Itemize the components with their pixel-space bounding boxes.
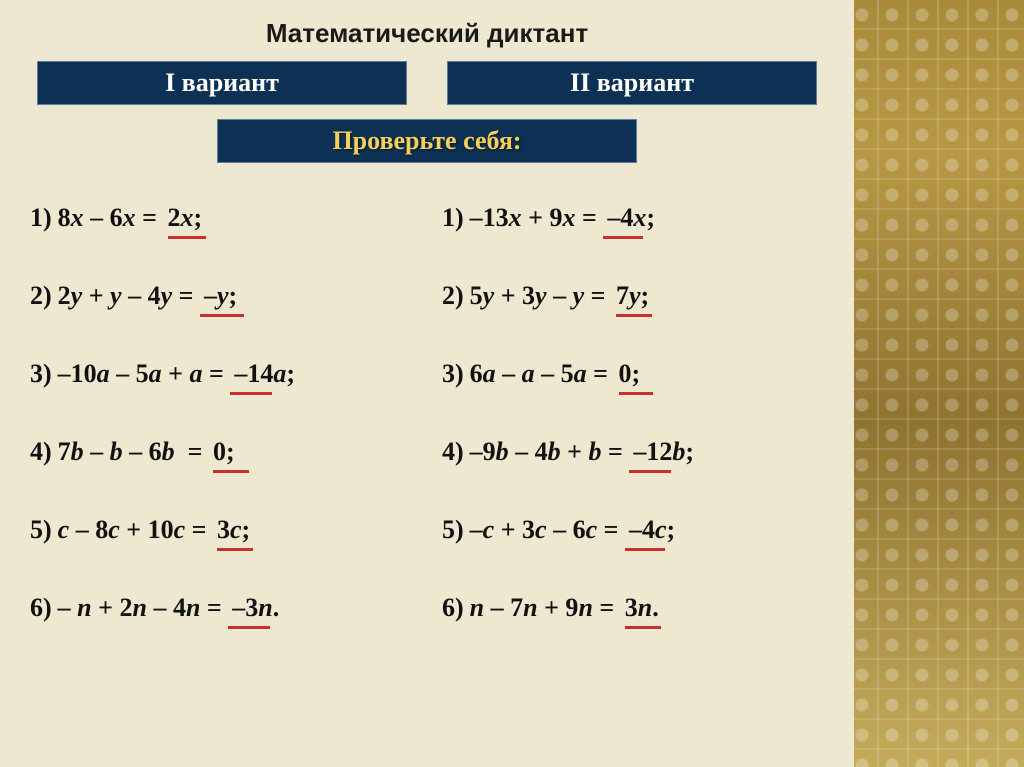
column-variant-2: 1)–13x + 9x = –4x;2)5y + 3y – y = 7y;3)6…	[442, 203, 824, 671]
problem-expression: 5y + 3y – y =	[470, 281, 612, 311]
problem-expression: 8x – 6x =	[58, 203, 164, 233]
answer-underline	[603, 236, 643, 239]
slide-content: Математический диктант I вариант II вари…	[0, 0, 854, 767]
problem-row: 6)n – 7n + 9n = 3n.	[442, 593, 824, 623]
variant-2-tab: II вариант	[447, 61, 817, 105]
problem-number: 6)	[442, 593, 464, 623]
answer-underline	[168, 236, 206, 239]
variant-tabs: I вариант II вариант	[30, 61, 824, 105]
problem-row: 1)–13x + 9x = –4x;	[442, 203, 824, 233]
problem-row: 3)–10a – 5a + a = –14a;	[30, 359, 412, 389]
answer-underline	[629, 470, 671, 473]
answer-underline	[625, 626, 661, 629]
problem-row: 1)8x – 6x = 2x;	[30, 203, 412, 233]
column-variant-1: 1)8x – 6x = 2x; 2)2y + y – 4y = –y; 3)–10a…	[30, 203, 412, 671]
problem-number: 3)	[442, 359, 464, 389]
answer-underline	[213, 470, 249, 473]
problem-expression: – n + 2n – 4n =	[58, 593, 229, 623]
problem-number: 1)	[442, 203, 464, 233]
answer-underline	[625, 548, 665, 551]
problem-answer: –3n.	[232, 593, 279, 623]
problem-row: 3)6a – a – 5a = 0;	[442, 359, 824, 389]
check-yourself-label: Проверьте себя:	[217, 119, 637, 163]
answer-underline	[228, 626, 270, 629]
problem-expression: 6a – a – 5a =	[470, 359, 615, 389]
problem-answer: –4x;	[607, 203, 655, 233]
problem-number: 4)	[442, 437, 464, 467]
problem-expression: 2y + y – 4y =	[58, 281, 200, 311]
problem-answer: 7y;	[616, 281, 649, 311]
problem-answer: 3c;	[217, 515, 250, 545]
answer-underline	[616, 314, 652, 317]
problem-expression: –9b – 4b + b =	[470, 437, 630, 467]
problem-answer: 2x;	[168, 203, 203, 233]
problem-expression: c – 8c + 10c =	[58, 515, 213, 545]
problem-number: 2)	[442, 281, 464, 311]
problem-expression: –c + 3c – 6c =	[470, 515, 625, 545]
problem-row: 4)–9b – 4b + b = –12b;	[442, 437, 824, 467]
answer-underline	[230, 392, 272, 395]
variant-1-tab: I вариант	[37, 61, 407, 105]
problem-answer: 0;	[619, 359, 641, 389]
problem-row: 4)7b – b – 6b = 0;	[30, 437, 412, 467]
problem-answer: –y;	[204, 281, 237, 311]
problem-row: 6)– n + 2n – 4n = –3n.	[30, 593, 412, 623]
problem-number: 4)	[30, 437, 52, 467]
page-title: Математический диктант	[30, 18, 824, 49]
problem-expression: n – 7n + 9n =	[470, 593, 621, 623]
answer-underline	[619, 392, 653, 395]
problem-number: 3)	[30, 359, 52, 389]
problem-row: 5)–c + 3c – 6c = –4c;	[442, 515, 824, 545]
problem-answer: 0;	[213, 437, 235, 467]
problem-answer: 3n.	[625, 593, 659, 623]
problem-number: 2)	[30, 281, 52, 311]
problem-answer: –14a;	[234, 359, 295, 389]
answer-underline	[200, 314, 244, 317]
problem-expression: –10a – 5a + a =	[58, 359, 231, 389]
problem-expression: 7b – b – 6b =	[58, 437, 209, 467]
problem-number: 6)	[30, 593, 52, 623]
problem-row: 2)5y + 3y – y = 7y;	[442, 281, 824, 311]
decorative-side-pattern	[844, 0, 1024, 767]
problem-expression: –13x + 9x =	[470, 203, 604, 233]
problem-row: 5)c – 8c + 10c = 3c;	[30, 515, 412, 545]
problem-number: 5)	[442, 515, 464, 545]
problems-columns: 1)8x – 6x = 2x;2)2y + y – 4y = –y;3)–10a…	[30, 203, 824, 671]
problem-row: 2)2y + y – 4y = –y;	[30, 281, 412, 311]
problem-answer: –4c;	[629, 515, 675, 545]
problem-number: 5)	[30, 515, 52, 545]
problem-number: 1)	[30, 203, 52, 233]
problem-answer: –12b;	[633, 437, 694, 467]
answer-underline	[217, 548, 253, 551]
